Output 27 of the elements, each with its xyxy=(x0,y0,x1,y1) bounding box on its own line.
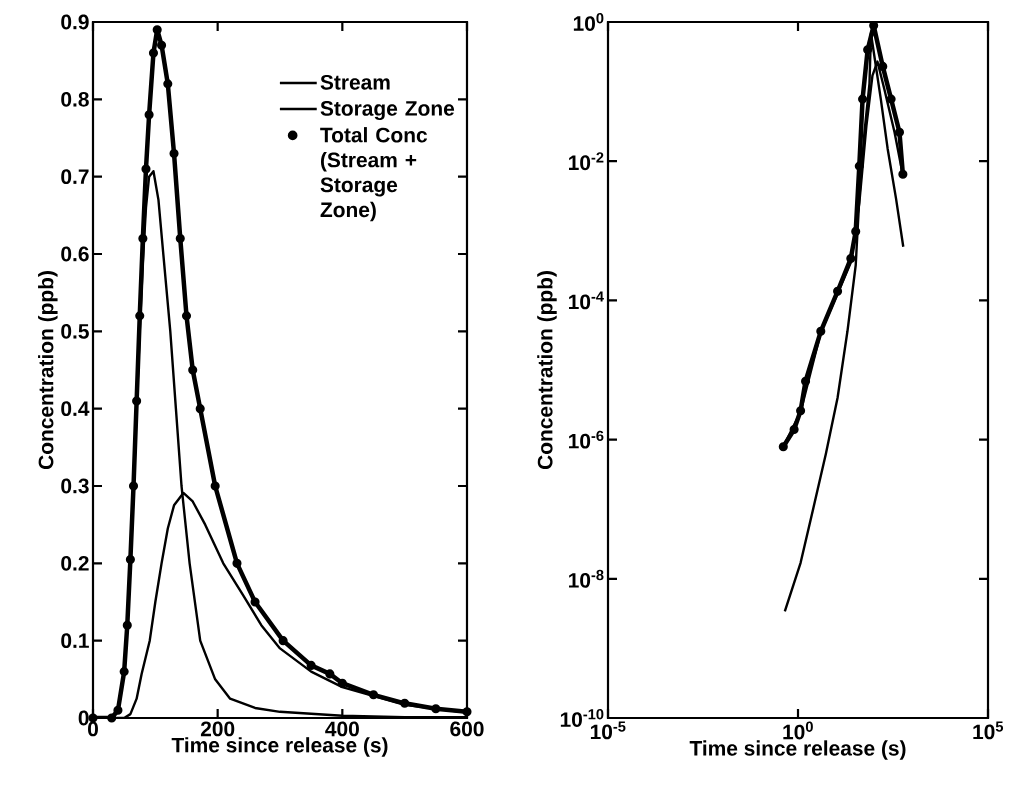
y-tick-label: 0.2 xyxy=(61,555,89,571)
y-tick-label: 0.4 xyxy=(61,401,90,417)
x-axis-title: Time since release (s) xyxy=(171,737,388,757)
legend-label: Stream xyxy=(320,74,390,90)
y-tick-label: 0.1 xyxy=(61,633,89,649)
y-tick-label: 0.8 xyxy=(61,91,89,107)
x-tick-label: 600 xyxy=(450,721,484,737)
y-tick-label: 10$^{-6}$ xyxy=(569,430,604,449)
y-tick-label: 0.9 xyxy=(61,14,89,30)
y-tick-label: 10$^{-2}$ xyxy=(569,152,604,171)
x-tick-label: 10$^{5}$ xyxy=(973,721,1004,740)
y-tick-label: 10$^{-8}$ xyxy=(569,569,604,588)
x-axis-title: Time since release (s) xyxy=(689,740,906,760)
y-tick-label: 0.7 xyxy=(61,169,89,185)
x-tick-label: 200 xyxy=(200,721,235,737)
y-tick-label: 0 xyxy=(78,710,89,726)
y-tick-label: 10$^{0}$ xyxy=(573,13,604,31)
x-tick-label: 400 xyxy=(325,721,359,737)
y-axis-title: Concentration (ppb) xyxy=(38,271,58,470)
x-tick-label: 10$^{0}$ xyxy=(783,721,813,740)
y-axis-title: Concentration (ppb) xyxy=(537,271,557,470)
legend-label: Storage Zone xyxy=(320,100,455,121)
legend-label: Total Conc (Stream + Storage Zone) xyxy=(320,127,428,222)
y-tick-label: 0.5 xyxy=(61,323,89,339)
y-tick-label: 0.6 xyxy=(61,246,89,262)
y-tick-label: 0.3 xyxy=(61,478,89,494)
y-tick-label: 10$^{-4}$ xyxy=(569,291,604,310)
